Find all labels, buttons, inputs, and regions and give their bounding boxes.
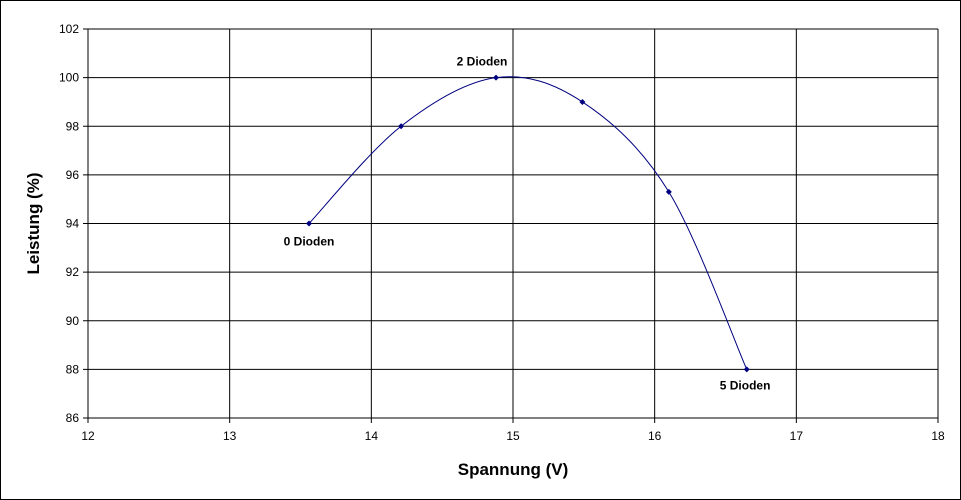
y-tick-label: 98: [66, 119, 80, 133]
series-line: [308, 76, 748, 370]
x-tick-label: 14: [365, 429, 379, 443]
y-tick-label: 96: [66, 168, 80, 182]
y-tick-label: 86: [66, 411, 80, 425]
y-tick-label: 90: [66, 314, 80, 328]
data-point: [665, 188, 672, 195]
x-tick-label: 18: [931, 429, 945, 443]
data-points: [306, 74, 750, 373]
y-axis-title: Leistung (%): [24, 173, 43, 275]
x-tick-label: 15: [506, 429, 520, 443]
data-point: [743, 366, 750, 373]
data-point: [306, 220, 312, 227]
x-tick-label: 13: [223, 429, 237, 443]
y-tick-label: 92: [66, 265, 80, 279]
y-tick-label: 94: [66, 217, 80, 231]
x-axis-title: Spannung (V): [458, 460, 568, 479]
x-tick-labels: 12 13 14 15 16 17 18: [81, 429, 945, 443]
x-tick-label: 12: [81, 429, 95, 443]
data-point: [493, 74, 499, 81]
point-annotation: 0 Dioden: [284, 235, 335, 249]
x-tick-label: 16: [648, 429, 662, 443]
point-annotations: 0 Dioden 2 Dioden 5 Dioden: [284, 55, 771, 393]
point-annotation: 2 Dioden: [457, 55, 508, 69]
grid-lines: [83, 28, 939, 423]
y-tick-label: 100: [59, 71, 79, 85]
data-point: [398, 123, 405, 130]
y-tick-label: 88: [66, 362, 80, 376]
x-tick-label: 17: [790, 429, 804, 443]
point-annotation: 5 Dioden: [720, 378, 771, 392]
data-point: [579, 98, 586, 105]
y-tick-label: 102: [59, 22, 79, 36]
y-tick-labels: 86 88 90 92 94 96 98 100 102: [59, 22, 79, 425]
